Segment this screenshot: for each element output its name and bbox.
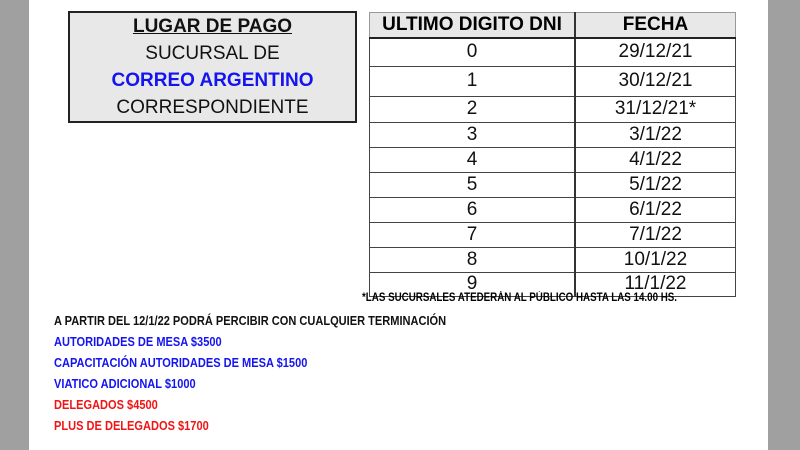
digit-cell: 2	[369, 95, 576, 123]
digit-cell: 8	[369, 246, 576, 273]
date-cell: 7/1/22	[574, 221, 736, 248]
table-row: 1 30/12/21	[369, 65, 736, 97]
digit-cell: 7	[369, 221, 576, 248]
left-border	[0, 0, 29, 450]
digit-cell: 5	[369, 171, 576, 198]
schedule-table: ULTIMO DIGITO DNI FECHA 0 29/12/21 1 30/12/…	[369, 12, 736, 297]
date-cell: 29/12/21	[574, 37, 736, 67]
info-line: DELEGADOS $4500	[54, 397, 158, 412]
payment-place-line: SUCURSAL DE	[145, 43, 280, 64]
payment-place-box: LUGAR DE PAGO SUCURSAL DE CORREO ARGENTI…	[68, 11, 357, 123]
table-row: 5 5/1/22	[369, 171, 736, 198]
date-cell: 10/1/22	[574, 246, 736, 273]
info-line: VIATICO ADICIONAL $1000	[54, 376, 196, 391]
payment-place-line: CORRESPONDIENTE	[116, 97, 309, 118]
date-cell: 3/1/22	[574, 121, 736, 148]
right-border	[768, 0, 800, 450]
date-cell: 30/12/21	[574, 65, 736, 97]
digit-cell: 6	[369, 196, 576, 223]
info-line: CAPACITACIÓN AUTORIDADES DE MESA $1500	[54, 355, 308, 370]
date-cell: 6/1/22	[574, 196, 736, 223]
digit-cell: 0	[369, 37, 576, 67]
table-row: 7 7/1/22	[369, 221, 736, 248]
table-row: 8 10/1/22	[369, 246, 736, 273]
table-row: 2 31/12/21*	[369, 95, 736, 123]
table-row: 0 29/12/21	[369, 37, 736, 67]
date-cell: 4/1/22	[574, 146, 736, 173]
table-row: 9 11/1/22	[369, 271, 736, 297]
table-row: 4 4/1/22	[369, 146, 736, 173]
info-line: PLUS DE DELEGADOS $1700	[54, 418, 209, 433]
payment-place-title: LUGAR DE PAGO	[132, 16, 293, 37]
table-row: 6 6/1/22	[369, 196, 736, 223]
digit-cell: 9	[369, 271, 576, 297]
date-cell: 31/12/21*	[574, 95, 736, 123]
payment-place-brand: CORREO ARGENTINO	[111, 70, 314, 91]
column-header: FECHA	[574, 12, 736, 39]
table-row: 3 3/1/22	[369, 121, 736, 148]
digit-cell: 1	[369, 65, 576, 97]
column-header: ULTIMO DIGITO DNI	[369, 12, 576, 39]
info-line: AUTORIDADES DE MESA $3500	[54, 334, 222, 349]
info-line: A PARTIR DEL 12/1/22 PODRÁ PERCIBIR CON …	[54, 313, 447, 328]
digit-cell: 3	[369, 121, 576, 148]
footnote: *LAS SUCURSALES ATEDERÁN AL PÚBLICO HAST…	[362, 292, 678, 304]
digit-cell: 4	[369, 146, 576, 173]
date-cell: 5/1/22	[574, 171, 736, 198]
date-cell: 11/1/22	[574, 271, 736, 297]
